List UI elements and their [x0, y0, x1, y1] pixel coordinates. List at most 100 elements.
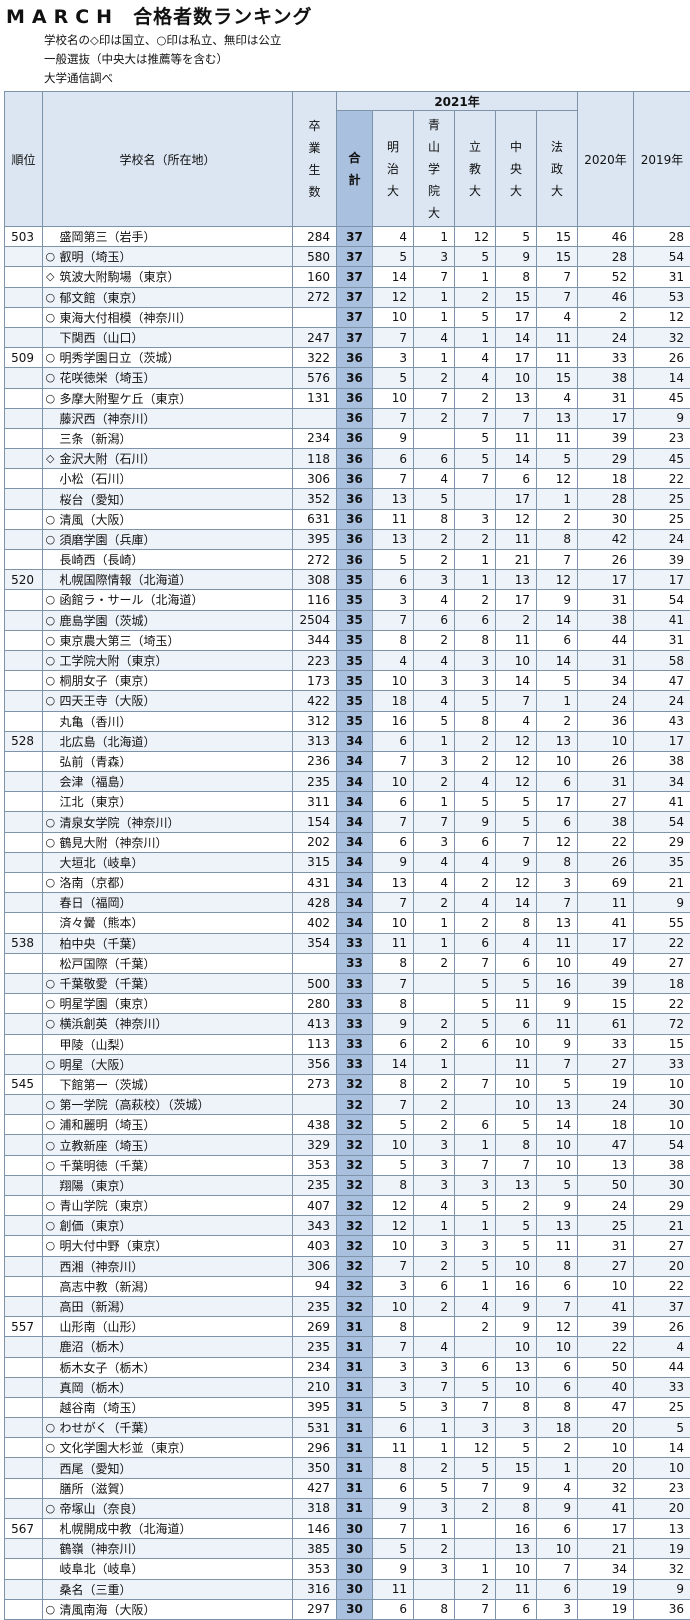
chuo-cell: 7 — [496, 832, 537, 852]
y2019-cell: 47 — [634, 671, 690, 691]
chuo-cell: 10 — [496, 1559, 537, 1579]
total-cell: 36 — [337, 428, 373, 448]
mark-cell — [43, 1276, 58, 1296]
title-march: MARCH — [6, 6, 119, 28]
rank-cell — [5, 1337, 43, 1357]
graduates-cell: 356 — [293, 1054, 337, 1074]
school-cell: 春日（福岡） — [58, 893, 293, 913]
total-cell: 34 — [337, 751, 373, 771]
aoyama-cell: 2 — [414, 1539, 455, 1559]
y2019-cell: 25 — [634, 1397, 690, 1417]
meiji-cell: 3 — [373, 1377, 414, 1397]
total-cell: 30 — [337, 1559, 373, 1579]
y2020-cell: 31 — [578, 388, 634, 408]
school-cell: 千葉敬愛（千葉） — [58, 973, 293, 993]
rikkyo-cell: 9 — [455, 812, 496, 832]
y2019-cell: 22 — [634, 933, 690, 953]
hosei-cell: 9 — [537, 1498, 578, 1518]
rikkyo-cell: 7 — [455, 469, 496, 489]
graduates-cell: 403 — [293, 1236, 337, 1256]
rikkyo-cell: 5 — [455, 307, 496, 327]
mark-cell — [43, 408, 58, 428]
chuo-cell: 4 — [496, 933, 537, 953]
school-cell: 江北（東京） — [58, 792, 293, 812]
meiji-cell: 10 — [373, 1135, 414, 1155]
school-cell: 桐朋女子（東京） — [58, 671, 293, 691]
graduates-cell: 297 — [293, 1599, 337, 1619]
school-cell: 小松（石川） — [58, 469, 293, 489]
meiji-cell: 6 — [373, 1599, 414, 1619]
header-school: 学校名（所在地） — [43, 92, 293, 227]
rank-cell: 557 — [5, 1317, 43, 1337]
meiji-cell: 18 — [373, 691, 414, 711]
total-cell: 30 — [337, 1539, 373, 1559]
rank-cell — [5, 772, 43, 792]
chuo-cell: 8 — [496, 267, 537, 287]
aoyama-cell: 6 — [414, 1276, 455, 1296]
school-cell: 清泉女学院（神奈川） — [58, 812, 293, 832]
rikkyo-cell: 5 — [455, 1014, 496, 1034]
rikkyo-cell: 1 — [455, 1216, 496, 1236]
mark-cell: ○ — [43, 1498, 58, 1518]
school-cell: 真岡（栃木） — [58, 1377, 293, 1397]
y2019-cell: 32 — [634, 1559, 690, 1579]
rank-cell — [5, 469, 43, 489]
graduates-cell: 531 — [293, 1418, 337, 1438]
mark-cell — [43, 792, 58, 812]
chuo-cell: 11 — [496, 630, 537, 650]
total-cell: 36 — [337, 550, 373, 570]
total-cell: 32 — [337, 1115, 373, 1135]
mark-cell — [43, 913, 58, 933]
y2019-cell: 44 — [634, 1357, 690, 1377]
y2019-cell: 17 — [634, 570, 690, 590]
meiji-cell: 10 — [373, 1236, 414, 1256]
chuo-cell: 17 — [496, 307, 537, 327]
total-cell: 31 — [337, 1458, 373, 1478]
chuo-cell: 14 — [496, 893, 537, 913]
school-cell: 大垣北（岐阜） — [58, 852, 293, 872]
hosei-cell: 15 — [537, 247, 578, 267]
mark-cell: ◇ — [43, 449, 58, 469]
y2020-cell: 26 — [578, 550, 634, 570]
total-cell: 30 — [337, 1579, 373, 1599]
y2020-cell: 41 — [578, 1296, 634, 1316]
y2019-cell: 25 — [634, 509, 690, 529]
y2020-cell: 24 — [578, 1095, 634, 1115]
meiji-cell: 7 — [373, 1337, 414, 1357]
rank-cell — [5, 1498, 43, 1518]
meiji-cell: 13 — [373, 529, 414, 549]
graduates-cell: 395 — [293, 529, 337, 549]
mark-cell: ○ — [43, 650, 58, 670]
school-cell: 筑波大附駒場（東京） — [58, 267, 293, 287]
hosei-cell: 7 — [537, 287, 578, 307]
chuo-cell: 10 — [496, 1034, 537, 1054]
hosei-cell: 10 — [537, 953, 578, 973]
aoyama-cell: 2 — [414, 772, 455, 792]
mark-cell — [43, 227, 58, 247]
rank-cell — [5, 973, 43, 993]
graduates-cell: 354 — [293, 933, 337, 953]
total-cell: 36 — [337, 469, 373, 489]
y2019-cell: 31 — [634, 630, 690, 650]
y2020-cell: 10 — [578, 1438, 634, 1458]
hosei-cell: 15 — [537, 368, 578, 388]
meiji-cell: 11 — [373, 509, 414, 529]
y2020-cell: 26 — [578, 852, 634, 872]
graduates-cell: 280 — [293, 994, 337, 1014]
chuo-cell: 5 — [496, 227, 537, 247]
mark-cell — [43, 1539, 58, 1559]
graduates-cell: 113 — [293, 1034, 337, 1054]
aoyama-cell: 8 — [414, 1599, 455, 1619]
total-cell: 34 — [337, 731, 373, 751]
total-cell: 34 — [337, 873, 373, 893]
hosei-cell: 13 — [537, 913, 578, 933]
